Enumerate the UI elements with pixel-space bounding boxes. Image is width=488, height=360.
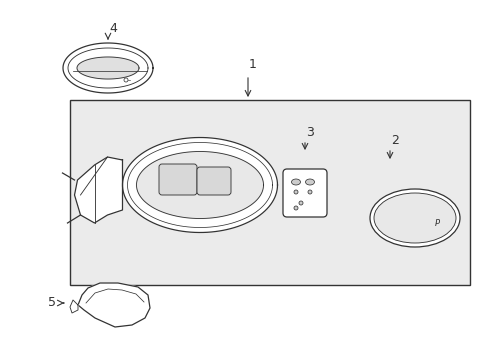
Text: 4: 4 — [109, 22, 117, 35]
Polygon shape — [63, 43, 153, 93]
Ellipse shape — [373, 193, 455, 243]
Polygon shape — [122, 138, 277, 233]
Ellipse shape — [307, 190, 311, 194]
Polygon shape — [136, 152, 263, 219]
FancyBboxPatch shape — [159, 164, 197, 195]
Ellipse shape — [298, 201, 303, 205]
Text: P: P — [434, 219, 439, 228]
FancyBboxPatch shape — [283, 169, 326, 217]
Text: 3: 3 — [305, 126, 313, 139]
Ellipse shape — [305, 179, 314, 185]
Text: 1: 1 — [248, 58, 256, 72]
Bar — [70, 100, 469, 285]
Polygon shape — [78, 283, 150, 327]
Polygon shape — [74, 157, 122, 223]
Polygon shape — [70, 300, 78, 313]
FancyBboxPatch shape — [197, 167, 230, 195]
Text: 2: 2 — [390, 134, 398, 147]
Ellipse shape — [293, 190, 297, 194]
Polygon shape — [77, 57, 139, 79]
Text: 5: 5 — [48, 297, 56, 310]
Ellipse shape — [291, 179, 300, 185]
Ellipse shape — [369, 189, 459, 247]
Ellipse shape — [293, 206, 297, 210]
